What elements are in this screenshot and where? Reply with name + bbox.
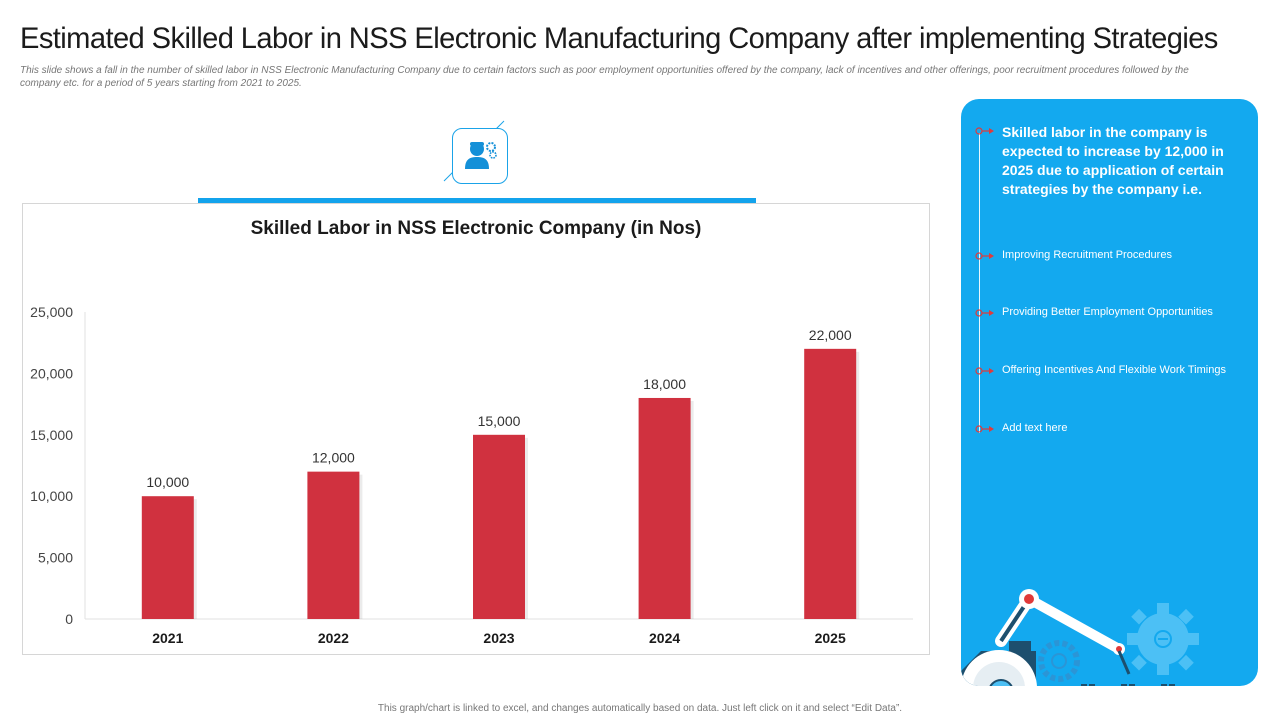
y-tick-label: 25,000: [30, 304, 73, 320]
chart-frame[interactable]: Skilled Labor in NSS Electronic Company …: [22, 203, 930, 655]
bar-chart[interactable]: 0 5,000 10,000 15,000 20,000 25,000 10,000 2021…: [23, 204, 929, 654]
x-tick-label: 2024: [649, 630, 680, 646]
slide-title: Estimated Skilled Labor in NSS Electroni…: [20, 22, 1218, 55]
footer-note: This graph/chart is linked to excel, and…: [377, 703, 903, 714]
bar-2024[interactable]: [638, 397, 691, 619]
data-label: 22,000: [809, 327, 852, 343]
arrow-bullet-icon: [975, 252, 994, 260]
arrow-bullet-icon: [975, 425, 994, 433]
x-tick-label: 2025: [815, 630, 846, 646]
y-tick-label: 5,000: [38, 550, 73, 566]
panel-item: Improving Recruitment Procedures: [1002, 249, 1172, 261]
data-label: 15,000: [478, 413, 521, 429]
robot-arm-conveyor-icon: [961, 589, 1199, 686]
y-tick-label: 10,000: [30, 488, 73, 504]
slide-subtitle: This slide shows a fall in the number of…: [20, 65, 1189, 89]
bar-2021[interactable]: [141, 496, 194, 619]
info-panel: Skilled labor in the company is expected…: [961, 99, 1258, 686]
x-tick-label: 2023: [483, 630, 514, 646]
y-tick-label: 0: [65, 611, 73, 627]
arrow-bullet-icon: [975, 127, 994, 135]
timeline-line: [979, 133, 980, 433]
panel-main-text: Skilled labor in the company is expected…: [1002, 124, 1224, 197]
worker-gear-icon: [452, 128, 508, 184]
data-label: 18,000: [643, 376, 686, 392]
chart-title: Skilled Labor in NSS Electronic Company …: [250, 218, 702, 239]
x-tick-label: 2022: [318, 630, 349, 646]
y-tick-label: 20,000: [30, 365, 73, 381]
bar-2022[interactable]: [307, 471, 360, 619]
chart-accent-bar: [198, 198, 756, 204]
panel-item: Add text here: [1002, 422, 1068, 434]
panel-item: Offering Incentives And Flexible Work Ti…: [1002, 364, 1226, 376]
bar-2023[interactable]: [473, 434, 525, 619]
arrow-bullet-icon: [975, 367, 994, 375]
panel-item: Providing Better Employment Opportunitie…: [1002, 306, 1213, 318]
y-tick-label: 15,000: [30, 427, 73, 443]
arrow-bullet-icon: [975, 309, 994, 317]
x-tick-label: 2021: [152, 630, 183, 646]
data-label: 12,000: [312, 450, 355, 466]
bar-2025[interactable]: [804, 348, 857, 619]
data-label: 10,000: [146, 474, 189, 490]
